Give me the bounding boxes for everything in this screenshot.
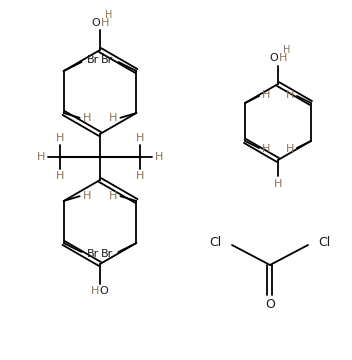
Text: H: H [262, 90, 270, 100]
Text: Br: Br [101, 55, 113, 65]
Text: Br: Br [101, 249, 113, 259]
Text: H: H [105, 10, 113, 20]
Text: H: H [56, 171, 64, 181]
Text: H: H [279, 53, 287, 63]
Text: H: H [56, 133, 64, 143]
Text: Cl: Cl [318, 237, 330, 249]
Text: Br: Br [87, 55, 99, 65]
Text: H: H [283, 45, 291, 55]
Text: H: H [286, 144, 294, 154]
Text: H: H [82, 191, 91, 201]
Text: H: H [37, 152, 45, 162]
Text: H: H [136, 171, 144, 181]
Text: H: H [109, 191, 118, 201]
Text: O: O [265, 298, 275, 311]
Text: O: O [100, 286, 108, 296]
Text: H: H [274, 179, 282, 189]
Text: H: H [101, 18, 109, 28]
Text: H: H [286, 90, 294, 100]
Text: H: H [91, 286, 99, 296]
Text: H: H [82, 113, 91, 123]
Text: Cl: Cl [210, 237, 222, 249]
Text: H: H [109, 113, 118, 123]
Text: H: H [136, 133, 144, 143]
Text: O: O [270, 53, 278, 63]
Text: O: O [92, 18, 100, 28]
Text: H: H [262, 144, 270, 154]
Text: Br: Br [87, 249, 99, 259]
Text: H: H [155, 152, 163, 162]
